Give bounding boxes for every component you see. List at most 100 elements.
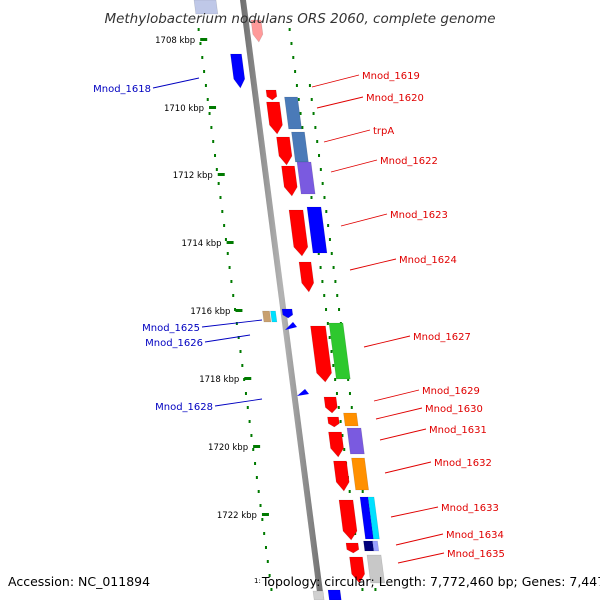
guide-dot xyxy=(338,308,341,311)
guide-dot xyxy=(234,308,237,311)
guide-dot xyxy=(361,588,364,591)
backbone-line xyxy=(240,0,324,600)
gene-trpa[interactable] xyxy=(276,136,293,166)
gene-label-forward[interactable]: Mnod_1634 xyxy=(446,530,504,541)
gene-mnod-1626[interactable] xyxy=(285,322,297,330)
guide-dot xyxy=(336,294,339,297)
guide-dot xyxy=(243,378,246,381)
guide-dot xyxy=(310,196,313,199)
gene-small[interactable] xyxy=(265,89,278,101)
guide-dot xyxy=(244,392,247,395)
gene-cds-feature[interactable] xyxy=(367,496,380,540)
gene-label-forward[interactable]: Mnod_1633 xyxy=(441,503,499,514)
gene-label-forward[interactable]: Mnod_1627 xyxy=(413,332,471,343)
gene-partial[interactable] xyxy=(312,590,325,600)
guide-dot xyxy=(259,504,262,507)
guide-dot xyxy=(266,560,269,563)
gene-label-forward[interactable]: Mnod_1623 xyxy=(390,210,448,221)
gene-cds-feature[interactable] xyxy=(351,457,370,491)
guide-dot xyxy=(325,308,328,311)
gene-mnod-1625-b[interactable] xyxy=(270,310,278,323)
guide-dot xyxy=(334,378,337,381)
guide-dot xyxy=(326,322,329,325)
gene-label-reverse[interactable]: Mnod_1626 xyxy=(145,338,203,349)
guide-dot xyxy=(343,448,346,451)
gene-label-forward[interactable]: Mnod_1620 xyxy=(366,93,424,104)
topology-summary: Topology: circular; Length: 7,772,460 bp… xyxy=(261,574,600,589)
leader-line xyxy=(384,461,432,474)
gene-partial[interactable] xyxy=(250,19,264,43)
gene-cds-feature[interactable] xyxy=(328,322,351,380)
tick-label: 1712 kbp xyxy=(173,171,213,181)
gene-partial[interactable] xyxy=(327,589,342,600)
gene-cds-feature[interactable] xyxy=(346,427,365,455)
gene-mnod-1627[interactable] xyxy=(310,325,332,383)
guide-dot xyxy=(288,28,291,31)
guide-dot xyxy=(214,154,217,157)
genome-title: Methylobacterium nodulans ORS 2060, comp… xyxy=(104,11,495,27)
guide-dot xyxy=(332,266,335,269)
gene-label-forward[interactable]: Mnod_1624 xyxy=(399,255,457,266)
gene-mnod-1635[interactable] xyxy=(349,556,366,584)
gene-label-forward[interactable]: trpA xyxy=(373,126,394,137)
tick-mark xyxy=(261,513,269,516)
guide-dot xyxy=(199,42,202,45)
gene-mnod-1626-head[interactable] xyxy=(281,308,294,319)
guide-dot xyxy=(224,238,227,241)
gene-mnod-1632[interactable] xyxy=(333,460,350,492)
guide-dot xyxy=(348,490,351,493)
leader-line xyxy=(204,334,251,343)
gene-label-reverse[interactable]: Mnod_1625 xyxy=(142,323,200,334)
guide-dot xyxy=(254,462,257,465)
gene-mnod-1620[interactable] xyxy=(266,101,283,135)
leader-line xyxy=(390,506,439,518)
accession-text: Accession: NC_011894 xyxy=(8,574,151,589)
gene-cds-feature[interactable] xyxy=(296,161,316,195)
gene-cds-feature[interactable] xyxy=(372,540,380,552)
gene-cds-feature[interactable] xyxy=(363,540,375,552)
tick-label: 1718 kbp xyxy=(199,375,239,385)
gene-label-forward[interactable]: Mnod_1631 xyxy=(429,425,487,436)
gene-label-reverse[interactable]: Mnod_1628 xyxy=(155,402,213,413)
gene-mnod-1634[interactable] xyxy=(345,542,360,554)
gene-label-forward[interactable]: Mnod_1619 xyxy=(362,71,420,82)
gene-mnod-1618[interactable] xyxy=(230,53,246,89)
gene-partial[interactable] xyxy=(193,0,219,15)
guide-dot xyxy=(239,350,242,353)
gene-cds-feature[interactable] xyxy=(366,554,385,584)
gene-mnod-1629[interactable] xyxy=(323,396,338,414)
gene-cds-feature[interactable] xyxy=(343,412,359,427)
tick-label: 1720 kbp xyxy=(208,443,248,453)
gene-label-reverse[interactable]: Mnod_1618 xyxy=(93,84,151,95)
guide-dot xyxy=(203,70,206,73)
guide-dot xyxy=(297,98,300,101)
guide-dot xyxy=(201,56,204,59)
tick-label: 1722 kbp xyxy=(217,511,257,521)
gene-cds-feature[interactable] xyxy=(306,206,328,254)
gene-label-forward[interactable]: Mnod_1635 xyxy=(447,549,505,560)
gene-mnod-1631[interactable] xyxy=(328,431,344,458)
gene-mnod-1628[interactable] xyxy=(297,389,309,396)
scale-ticks: 1708 kbp 1710 kbp 1712 kbp 1714 kbp 1716 kbp… xyxy=(155,36,269,521)
gene-mnod-1633[interactable] xyxy=(338,499,358,541)
tick-label: 1714 kbp xyxy=(182,239,222,249)
gene-label-forward[interactable]: Mnod_1622 xyxy=(380,156,438,167)
gene-mnod-1622[interactable] xyxy=(281,165,298,197)
leader-line xyxy=(340,213,388,227)
guide-dot xyxy=(241,364,244,367)
gene-cds-feature[interactable] xyxy=(284,96,303,130)
gene-label-forward[interactable]: Mnod_1629 xyxy=(422,386,480,397)
gene-mnod-1624[interactable] xyxy=(298,261,315,293)
guide-dot xyxy=(268,574,271,577)
gene-label-forward[interactable]: Mnod_1632 xyxy=(434,458,492,469)
leader-line xyxy=(323,129,371,143)
gene-mnod-1623[interactable] xyxy=(288,209,309,257)
gene-mnod-1625[interactable] xyxy=(262,310,272,323)
gene-label-forward[interactable]: Mnod_1630 xyxy=(425,404,483,415)
gene-mnod-1630[interactable] xyxy=(327,416,340,428)
guide-dot xyxy=(361,490,364,493)
guide-dot xyxy=(318,154,321,157)
guide-dot xyxy=(232,294,235,297)
guide-dot xyxy=(325,210,328,213)
